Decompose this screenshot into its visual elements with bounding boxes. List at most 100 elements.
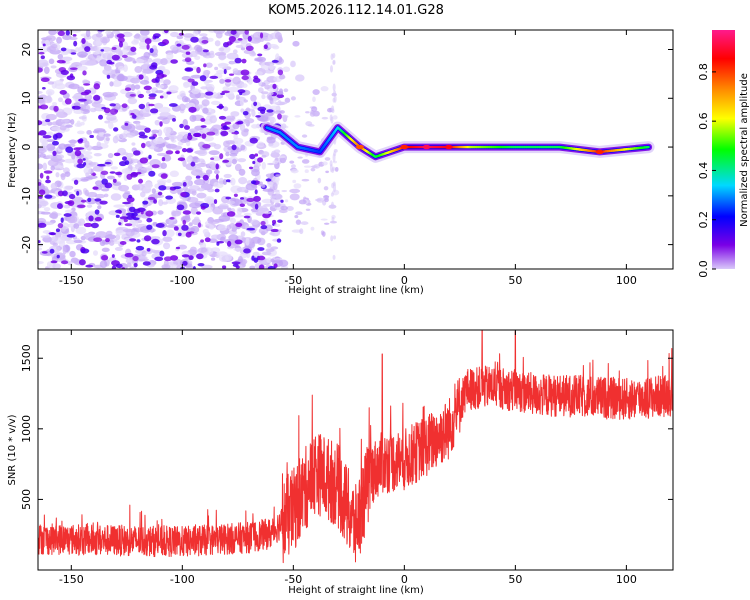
noise-blob-dark <box>68 193 76 200</box>
transition-blob <box>320 86 329 92</box>
noise-blob <box>75 226 87 235</box>
noise-blob <box>109 81 114 87</box>
noise-blob-dark <box>226 240 232 247</box>
noise-blob <box>227 86 240 93</box>
noise-blob-dark <box>270 228 279 233</box>
noise-blob-dark <box>41 251 48 254</box>
noise-blob <box>145 89 151 94</box>
noise-blob-dark <box>143 85 152 91</box>
noise-blob-dark <box>148 93 157 98</box>
noise-blob-dark <box>72 34 77 37</box>
noise-blob-dark <box>124 87 132 92</box>
noise-blob <box>38 59 49 67</box>
noise-blob-dark <box>76 163 85 169</box>
noise-blob <box>133 34 141 39</box>
noise-blob <box>203 79 210 85</box>
noise-blob <box>258 207 265 215</box>
noise-blob <box>158 106 171 114</box>
noise-blob-dark <box>151 238 160 245</box>
noise-blob-dark <box>187 78 195 83</box>
noise-blob-dark <box>253 101 258 107</box>
noise-blob <box>151 129 160 134</box>
noise-blob-dark <box>146 217 153 223</box>
noise-blob-dark <box>175 150 180 155</box>
streak-blob <box>330 201 334 209</box>
noise-blob-dark <box>128 194 133 199</box>
streak-blob <box>332 59 336 65</box>
noise-blob-dark <box>221 90 230 94</box>
noise-blob-dark <box>193 133 202 138</box>
transition-blob <box>284 199 289 203</box>
noise-blob-dark <box>182 181 187 187</box>
noise-blob <box>64 158 76 164</box>
tone-peak <box>422 144 431 150</box>
noise-blob <box>105 30 112 35</box>
noise-blob-dark <box>253 257 259 263</box>
noise-blob-dark <box>259 32 264 39</box>
noise-blob <box>60 173 67 178</box>
noise-blob <box>261 113 274 117</box>
noise-blob-dark <box>200 118 206 122</box>
noise-blob <box>73 259 82 265</box>
noise-blob <box>157 210 164 215</box>
noise-blob <box>228 234 239 242</box>
noise-blob <box>159 78 164 83</box>
noise-blob <box>204 196 215 204</box>
transition-blob <box>301 159 310 164</box>
noise-blob-dark <box>66 75 76 81</box>
noise-blob-dark <box>50 260 58 264</box>
tone-peak <box>595 149 604 155</box>
noise-blob-dark <box>149 48 154 53</box>
noise-blob-dark <box>257 157 264 163</box>
transition-blob <box>280 205 289 211</box>
noise-blob <box>70 119 75 125</box>
noise-blob <box>76 120 81 127</box>
noise-blob <box>182 33 195 38</box>
noise-blob <box>214 66 219 71</box>
noise-blob-dark <box>196 253 204 260</box>
noise-blob <box>51 236 59 242</box>
y-tick-label: 20 <box>20 43 33 57</box>
noise-blob <box>196 46 203 53</box>
noise-blob-dark <box>46 175 50 180</box>
noise-blob-dark <box>62 190 68 197</box>
x-tick-label: 100 <box>616 573 637 586</box>
noise-blob <box>289 193 300 201</box>
noise-blob <box>77 86 85 94</box>
noise-blob-dark <box>239 203 246 207</box>
snr-panel: -150 -100 -50 0 50 100 500 1000 1500 Height of … <box>7 329 674 596</box>
spectrogram-y-label: Frequency (Hz) <box>7 112 18 188</box>
noise-blob <box>95 33 103 38</box>
transition-blob <box>280 101 288 105</box>
noise-blob <box>201 264 213 269</box>
noise-blob-dark <box>184 67 194 72</box>
noise-blob-dark <box>234 239 243 245</box>
noise-blob-dark <box>178 32 185 36</box>
transition-blob <box>315 198 322 202</box>
transition-blob <box>303 165 312 168</box>
noise-blob <box>213 169 220 175</box>
noise-blob <box>45 89 55 96</box>
noise-blob-dark <box>215 163 219 170</box>
noise-blob <box>122 64 128 73</box>
noise-blob-dark <box>73 147 81 151</box>
noise-blob <box>267 43 279 49</box>
transition-blob <box>324 157 331 161</box>
noise-blob <box>99 260 108 269</box>
noise-blob <box>292 40 300 47</box>
noise-blob <box>171 210 182 217</box>
noise-blob <box>237 255 243 264</box>
noise-blob-dark <box>60 217 64 223</box>
transition-blob <box>278 155 286 159</box>
noise-blob <box>163 126 172 135</box>
noise-blob <box>69 139 77 145</box>
noise-blob <box>40 235 50 239</box>
transition-blob <box>270 195 276 200</box>
noise-blob <box>85 172 90 177</box>
noise-blob <box>115 234 121 241</box>
noise-blob <box>222 178 228 186</box>
noise-blob <box>51 121 60 126</box>
noise-blob <box>113 204 126 208</box>
noise-blob-dark <box>179 123 184 129</box>
noise-blob <box>95 38 101 46</box>
